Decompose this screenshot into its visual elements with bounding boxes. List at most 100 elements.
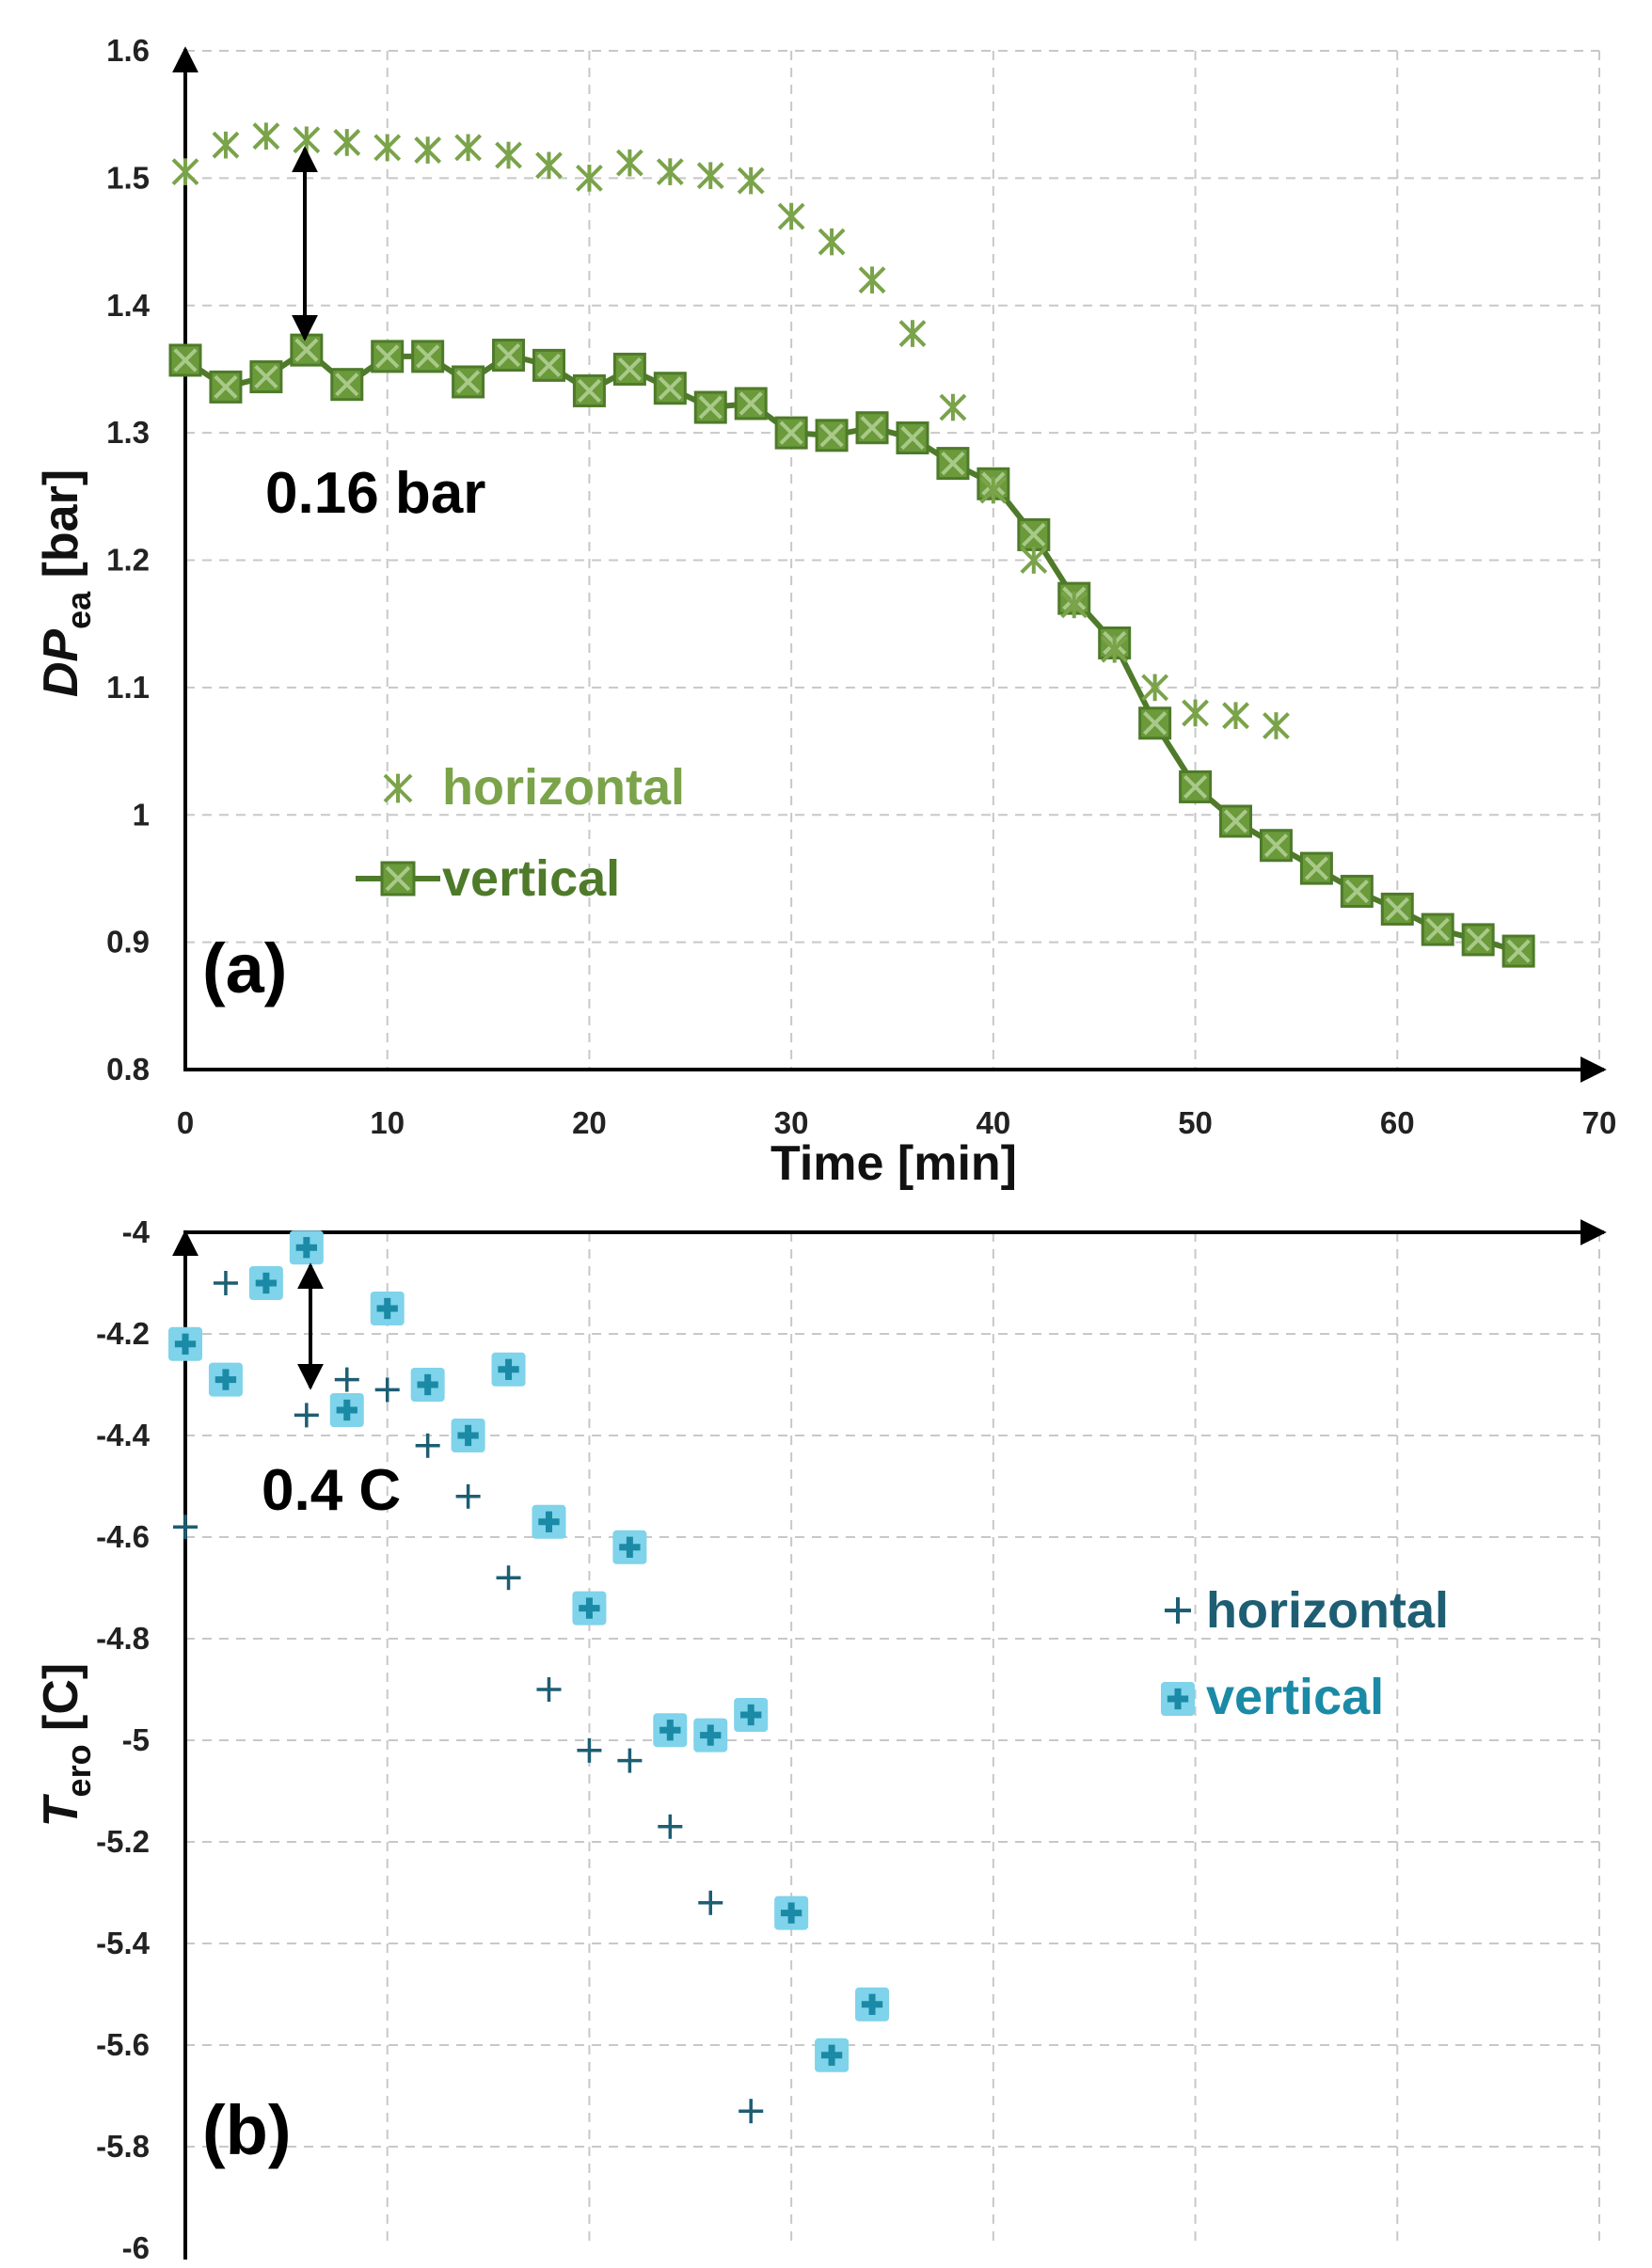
y-tick-labels-a: 0.8 0.9 1 1.1 1.2 1.3 1.4 1.5 1.6	[106, 33, 151, 1086]
legend-marker-horizontal-a	[383, 773, 413, 803]
legend-marker-horizontal	[383, 773, 413, 803]
data-point-vertical	[208, 1362, 243, 1397]
y-axis-title-b: Tero [C]	[34, 1663, 98, 1827]
data-point-horizontal	[577, 1737, 602, 1763]
data-point-horizontal	[1263, 712, 1290, 739]
plus-glyph	[498, 1358, 519, 1380]
data-point-horizontal	[415, 1433, 440, 1458]
annotation-a: 0.16 bar	[265, 461, 485, 526]
data-point-horizontal	[777, 202, 805, 230]
series-vertical-a	[168, 333, 1535, 968]
data-point-vertical	[168, 343, 202, 377]
panel-b: -6 -5.8 -5.6 -5.4 -5.2 -5 -4.8 -4.6 -4.4 -4.2 -4 T…	[34, 1214, 1607, 2265]
data-point-vertical	[1299, 851, 1333, 885]
data-point-horizontal	[535, 151, 563, 180]
data-point-vertical	[936, 447, 970, 481]
series-horizontal-b	[173, 1271, 764, 2124]
y-tick-label: -6	[122, 2230, 150, 2265]
y-tick-label: -5.2	[96, 1824, 150, 1859]
data-point-vertical	[532, 1504, 566, 1539]
y-tick-label: -5.6	[96, 2027, 150, 2062]
data-point-vertical	[1340, 874, 1374, 908]
data-point-horizontal	[374, 1377, 400, 1403]
data-point-horizontal	[656, 158, 684, 186]
data-point-horizontal	[414, 136, 442, 165]
data-point-vertical	[572, 1591, 607, 1626]
y-tick-label: 1.3	[106, 415, 150, 450]
data-point-vertical	[452, 365, 485, 399]
plus-glyph	[255, 1272, 278, 1294]
legend-marker-horizontal-b	[1165, 1597, 1191, 1624]
plus-glyph	[336, 1399, 357, 1421]
data-point-vertical	[532, 348, 565, 382]
x-tick-label: 30	[774, 1105, 809, 1140]
panel-a: 0.8 0.9 1 1.1 1.2 1.3 1.4 1.5 1.6 0 10 20 30 40 50 60 7…	[34, 33, 1616, 1191]
y-tick-label: -4	[122, 1214, 151, 1249]
legend-label-horizontal-a: horizontal	[442, 759, 685, 816]
data-point-vertical	[734, 1698, 769, 1732]
data-point-vertical	[1017, 517, 1051, 551]
y-tick-label: 1.5	[106, 160, 150, 195]
data-point-horizontal	[1182, 699, 1209, 727]
x-tick-label: 50	[1178, 1105, 1213, 1140]
data-point-horizontal	[294, 1403, 319, 1428]
data-point-vertical	[693, 390, 727, 424]
data-point-horizontal	[173, 1515, 198, 1540]
plus-glyph	[457, 1424, 479, 1447]
x-tick-labels-a: 0 10 20 30 40 50 60 70	[177, 1105, 1617, 1140]
data-point-horizontal	[496, 1565, 521, 1591]
data-point-vertical	[572, 373, 606, 407]
plus-glyph	[700, 1724, 722, 1746]
x-tick-label: 0	[177, 1105, 194, 1140]
data-point-vertical	[370, 1292, 405, 1325]
y-tick-label: 1.6	[106, 33, 150, 68]
plus-glyph	[579, 1597, 600, 1619]
series-line-vertical	[183, 346, 1519, 954]
data-point-horizontal	[252, 122, 280, 151]
data-point-vertical	[1461, 923, 1495, 957]
legend-marker-vertical-b	[1161, 1682, 1195, 1716]
data-point-vertical	[371, 340, 405, 373]
data-point-vertical	[1138, 706, 1172, 740]
data-point-vertical	[1259, 829, 1293, 863]
legend-b: horizontal vertical	[1161, 1582, 1449, 1725]
data-point-horizontal	[1101, 635, 1129, 663]
data-point-horizontal	[979, 476, 1008, 504]
plus-glyph	[295, 1237, 317, 1259]
plus-glyph	[214, 1369, 237, 1390]
legend-marker-horizontal	[1165, 1597, 1191, 1624]
annotation-b: 0.4 C	[262, 1458, 401, 1523]
plus-glyph	[659, 1720, 681, 1741]
data-point-horizontal	[939, 393, 967, 421]
panel-label-a: (a)	[202, 929, 287, 1007]
data-point-horizontal	[1020, 547, 1048, 574]
data-point-horizontal	[858, 266, 886, 294]
y-tick-label: -5	[122, 1722, 150, 1757]
y-tick-label: 1	[133, 797, 150, 832]
plus-glyph	[174, 1333, 197, 1355]
x-tick-label: 40	[976, 1105, 1010, 1140]
data-point-horizontal	[1141, 674, 1169, 702]
data-point-vertical	[1501, 934, 1535, 968]
data-point-horizontal	[171, 158, 199, 186]
data-point-horizontal	[334, 1367, 359, 1392]
plus-glyph	[538, 1511, 560, 1532]
plus-glyph	[1167, 1688, 1189, 1710]
grid-b	[185, 1232, 1600, 2248]
data-point-horizontal	[373, 134, 402, 162]
series-vertical-b	[168, 1230, 890, 2072]
data-point-vertical	[612, 352, 646, 386]
y-tick-label: -4.2	[96, 1316, 150, 1351]
data-point-vertical	[290, 333, 324, 367]
data-point-vertical	[774, 1895, 809, 1930]
y-tick-label: 0.8	[106, 1052, 150, 1086]
data-point-vertical	[168, 1326, 202, 1361]
y-tick-label: -4.8	[96, 1621, 150, 1656]
x-tick-label: 70	[1582, 1105, 1617, 1140]
data-point-horizontal	[495, 141, 522, 169]
y-tick-label: 1.1	[106, 670, 150, 705]
data-point-vertical	[693, 1718, 728, 1753]
legend-marker-vertical-a	[356, 861, 440, 896]
plus-glyph	[417, 1373, 438, 1396]
x-tick-label: 10	[370, 1105, 405, 1140]
